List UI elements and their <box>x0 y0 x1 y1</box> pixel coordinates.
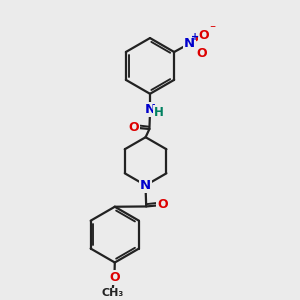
Text: O: O <box>196 47 207 60</box>
Text: N: N <box>184 37 195 50</box>
Text: ⁻: ⁻ <box>209 22 215 36</box>
Text: O: O <box>157 199 168 212</box>
Text: +: + <box>190 32 199 42</box>
Text: N: N <box>140 179 151 192</box>
Text: N: N <box>144 103 156 116</box>
Text: O: O <box>128 121 139 134</box>
Text: CH₃: CH₃ <box>102 288 124 298</box>
Text: H: H <box>154 106 164 119</box>
Text: O: O <box>109 271 119 284</box>
Text: O: O <box>199 29 209 42</box>
